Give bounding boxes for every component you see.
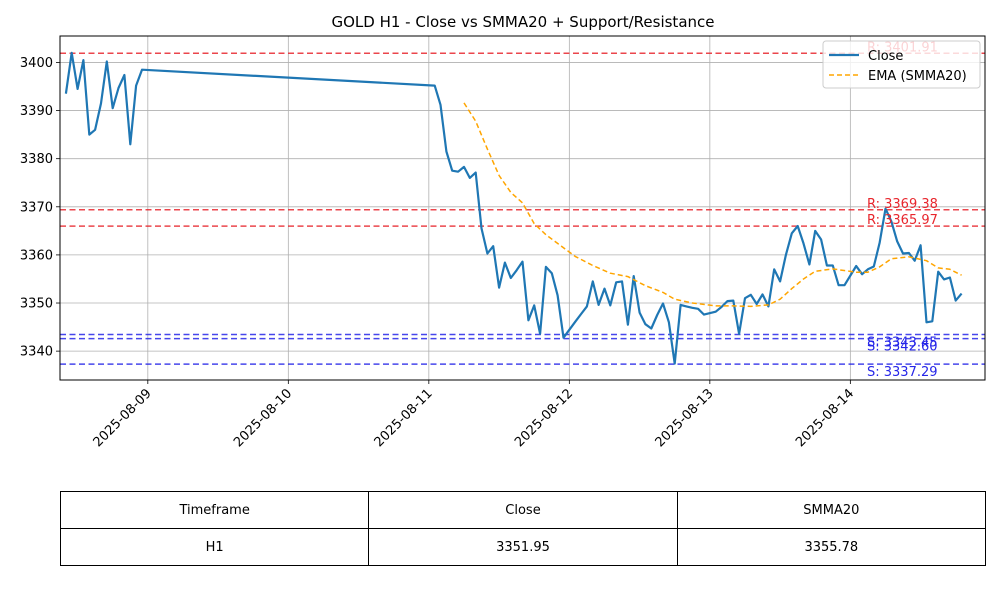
x-tick-label: 2025-08-10 bbox=[231, 386, 295, 450]
y-tick-label: 3340 bbox=[20, 345, 53, 360]
y-tick-label: 3370 bbox=[20, 200, 53, 215]
header-timeframe: Timeframe bbox=[59, 491, 370, 529]
ema-series-line bbox=[463, 102, 962, 308]
legend-close-label: Close bbox=[868, 49, 903, 64]
y-tick-label: 3360 bbox=[20, 248, 53, 263]
close-series-line bbox=[64, 51, 963, 365]
x-tick-label: 2025-08-09 bbox=[91, 386, 155, 450]
y-tick-label: 3390 bbox=[20, 104, 53, 119]
support-resistance-lines bbox=[60, 52, 985, 365]
series-lines bbox=[64, 51, 963, 365]
resistance-label: R: 3369.38 bbox=[867, 197, 938, 212]
table-row: H1 3351.95 3355.78 bbox=[59, 528, 987, 566]
x-tick-label: 2025-08-14 bbox=[793, 386, 857, 450]
table-header-row: Timeframe Close SMMA20 bbox=[59, 491, 987, 529]
support-label: S: 3342.60 bbox=[867, 340, 938, 355]
plot-area-frame bbox=[59, 35, 986, 381]
legend-box bbox=[822, 40, 981, 89]
x-tick-label: 2025-08-12 bbox=[512, 386, 576, 450]
level-labels: R: 3401.91R: 3369.38R: 3365.97S: 3343.45… bbox=[867, 40, 938, 380]
support-label: S: 3343.45 bbox=[867, 336, 938, 351]
header-close: Close bbox=[368, 491, 678, 529]
chart-title: GOLD H1 - Close vs SMMA20 + Support/Resi… bbox=[331, 13, 714, 31]
x-tick-label: 2025-08-11 bbox=[372, 386, 436, 450]
cell-smma20: 3355.78 bbox=[676, 528, 987, 566]
cell-timeframe: H1 bbox=[59, 528, 370, 566]
y-tick-label: 3350 bbox=[20, 297, 53, 312]
axes: 3340 3350 3360 3370 3380 3390 3400 2025-08-09 20… bbox=[20, 56, 857, 450]
legend: Close EMA (SMMA20) bbox=[822, 40, 981, 89]
support-label: S: 3337.29 bbox=[867, 365, 938, 380]
y-tick-label: 3400 bbox=[20, 56, 53, 71]
price-chart: GOLD H1 - Close vs SMMA20 + Support/Resi… bbox=[20, 13, 986, 450]
y-tick-label: 3380 bbox=[20, 152, 53, 167]
cell-close: 3351.95 bbox=[368, 528, 678, 566]
summary-table: Timeframe Close SMMA20 H1 3351.95 3355.7… bbox=[59, 491, 987, 566]
legend-ema-label: EMA (SMMA20) bbox=[868, 69, 967, 84]
resistance-label: R: 3365.97 bbox=[867, 213, 938, 228]
x-tick-label: 2025-08-13 bbox=[653, 386, 717, 450]
header-smma20: SMMA20 bbox=[676, 491, 987, 529]
grid-lines bbox=[60, 36, 985, 380]
